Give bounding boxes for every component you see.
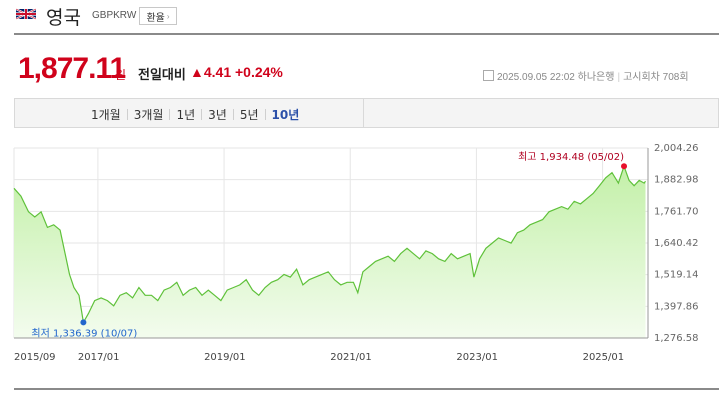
period-tab-list: 1개월 3개월 1년 3년 5년 10년 [85, 106, 305, 123]
x-tick-label: 2021/01 [330, 352, 372, 363]
x-tick-label: 2015/09 [14, 352, 56, 363]
tab-separator [264, 109, 266, 120]
y-tick-label: 2,004.26 [654, 143, 699, 154]
y-tick-label: 1,519.14 [654, 270, 699, 281]
y-tick-label: 1,761.70 [654, 206, 699, 217]
tab-bar-filler [364, 98, 719, 128]
x-tick-label: 2025/01 [583, 352, 625, 363]
tab-period-5[interactable]: 10년 [271, 108, 300, 122]
tab-separator [169, 109, 171, 120]
y-axis: 2,004.26 1,882.98 1,761.70 1,640.42 1,519.14… [654, 143, 699, 344]
y-tick-label: 1,276.58 [654, 333, 699, 344]
change-percent: +0.24% [235, 64, 283, 80]
tab-period-3[interactable]: 3년 [208, 108, 227, 122]
exchange-rate-chart: 2,004.26 1,882.98 1,761.70 1,640.42 1,519.14… [13, 143, 699, 363]
up-arrow-icon: ▲ [190, 64, 204, 80]
tab-separator [126, 109, 128, 120]
tab-period-4[interactable]: 5년 [239, 108, 259, 122]
tab-period-0[interactable]: 1개월 [91, 108, 121, 122]
quote-datetime: 2025.09.05 22:02 [497, 72, 575, 83]
max-value-label: 최고 1,934.48 (05/02) [518, 151, 624, 163]
max-point-marker [621, 163, 628, 170]
footer-divider [14, 388, 719, 390]
y-tick-label: 1,882.98 [654, 175, 699, 186]
price-unit: 원 [115, 68, 127, 82]
y-tick-label: 1,640.42 [654, 238, 699, 249]
calendar-icon [483, 70, 494, 81]
change-label: 전일대비 [138, 68, 186, 83]
x-axis: 2015/09 2017/01 2019/01 2021/01 2023/01 2025/… [14, 148, 649, 363]
change-amount: 4.41 [203, 64, 232, 80]
tab-period-1[interactable]: 3개월 [133, 108, 164, 122]
area-fill [14, 166, 646, 338]
header-divider [14, 33, 719, 35]
min-point-marker [80, 319, 87, 326]
tab-separator [201, 109, 203, 120]
y-tick-label: 1,397.86 [654, 301, 699, 312]
quote-meta: 2025.09.05 22:02 하나은행 | 고시회차 708회 [483, 68, 689, 83]
tab-separator [232, 109, 234, 120]
x-tick-label: 2023/01 [456, 352, 498, 363]
currency-code: GBPKRW [92, 10, 137, 21]
exchange-rate-button[interactable]: 환율 › [139, 7, 177, 25]
change-value: ▲4.41 +0.24% [190, 64, 283, 80]
x-tick-label: 2017/01 [78, 352, 120, 363]
min-value-label: 최저 1,336.39 (10/07) [31, 327, 137, 339]
notice-round: 고시회차 708회 [623, 72, 689, 83]
current-price: 1,877.11 [18, 52, 126, 85]
uk-flag-icon [16, 8, 36, 20]
chevron-right-icon: › [166, 11, 170, 21]
tab-period-2[interactable]: 1년 [176, 108, 196, 122]
extreme-markers: 최고 1,934.48 (05/02) 최저 1,336.39 (10/07) [31, 151, 628, 339]
meta-separator: | [617, 72, 621, 83]
series-line [13, 164, 646, 325]
country-name: 영국 [46, 7, 81, 29]
x-tick-label: 2019/01 [204, 352, 246, 363]
quote-source: 하나은행 [577, 72, 615, 83]
exchange-rate-button-label: 환율 [146, 12, 165, 24]
period-tab-bar: 1개월 3개월 1년 3년 5년 10년 [14, 98, 364, 128]
